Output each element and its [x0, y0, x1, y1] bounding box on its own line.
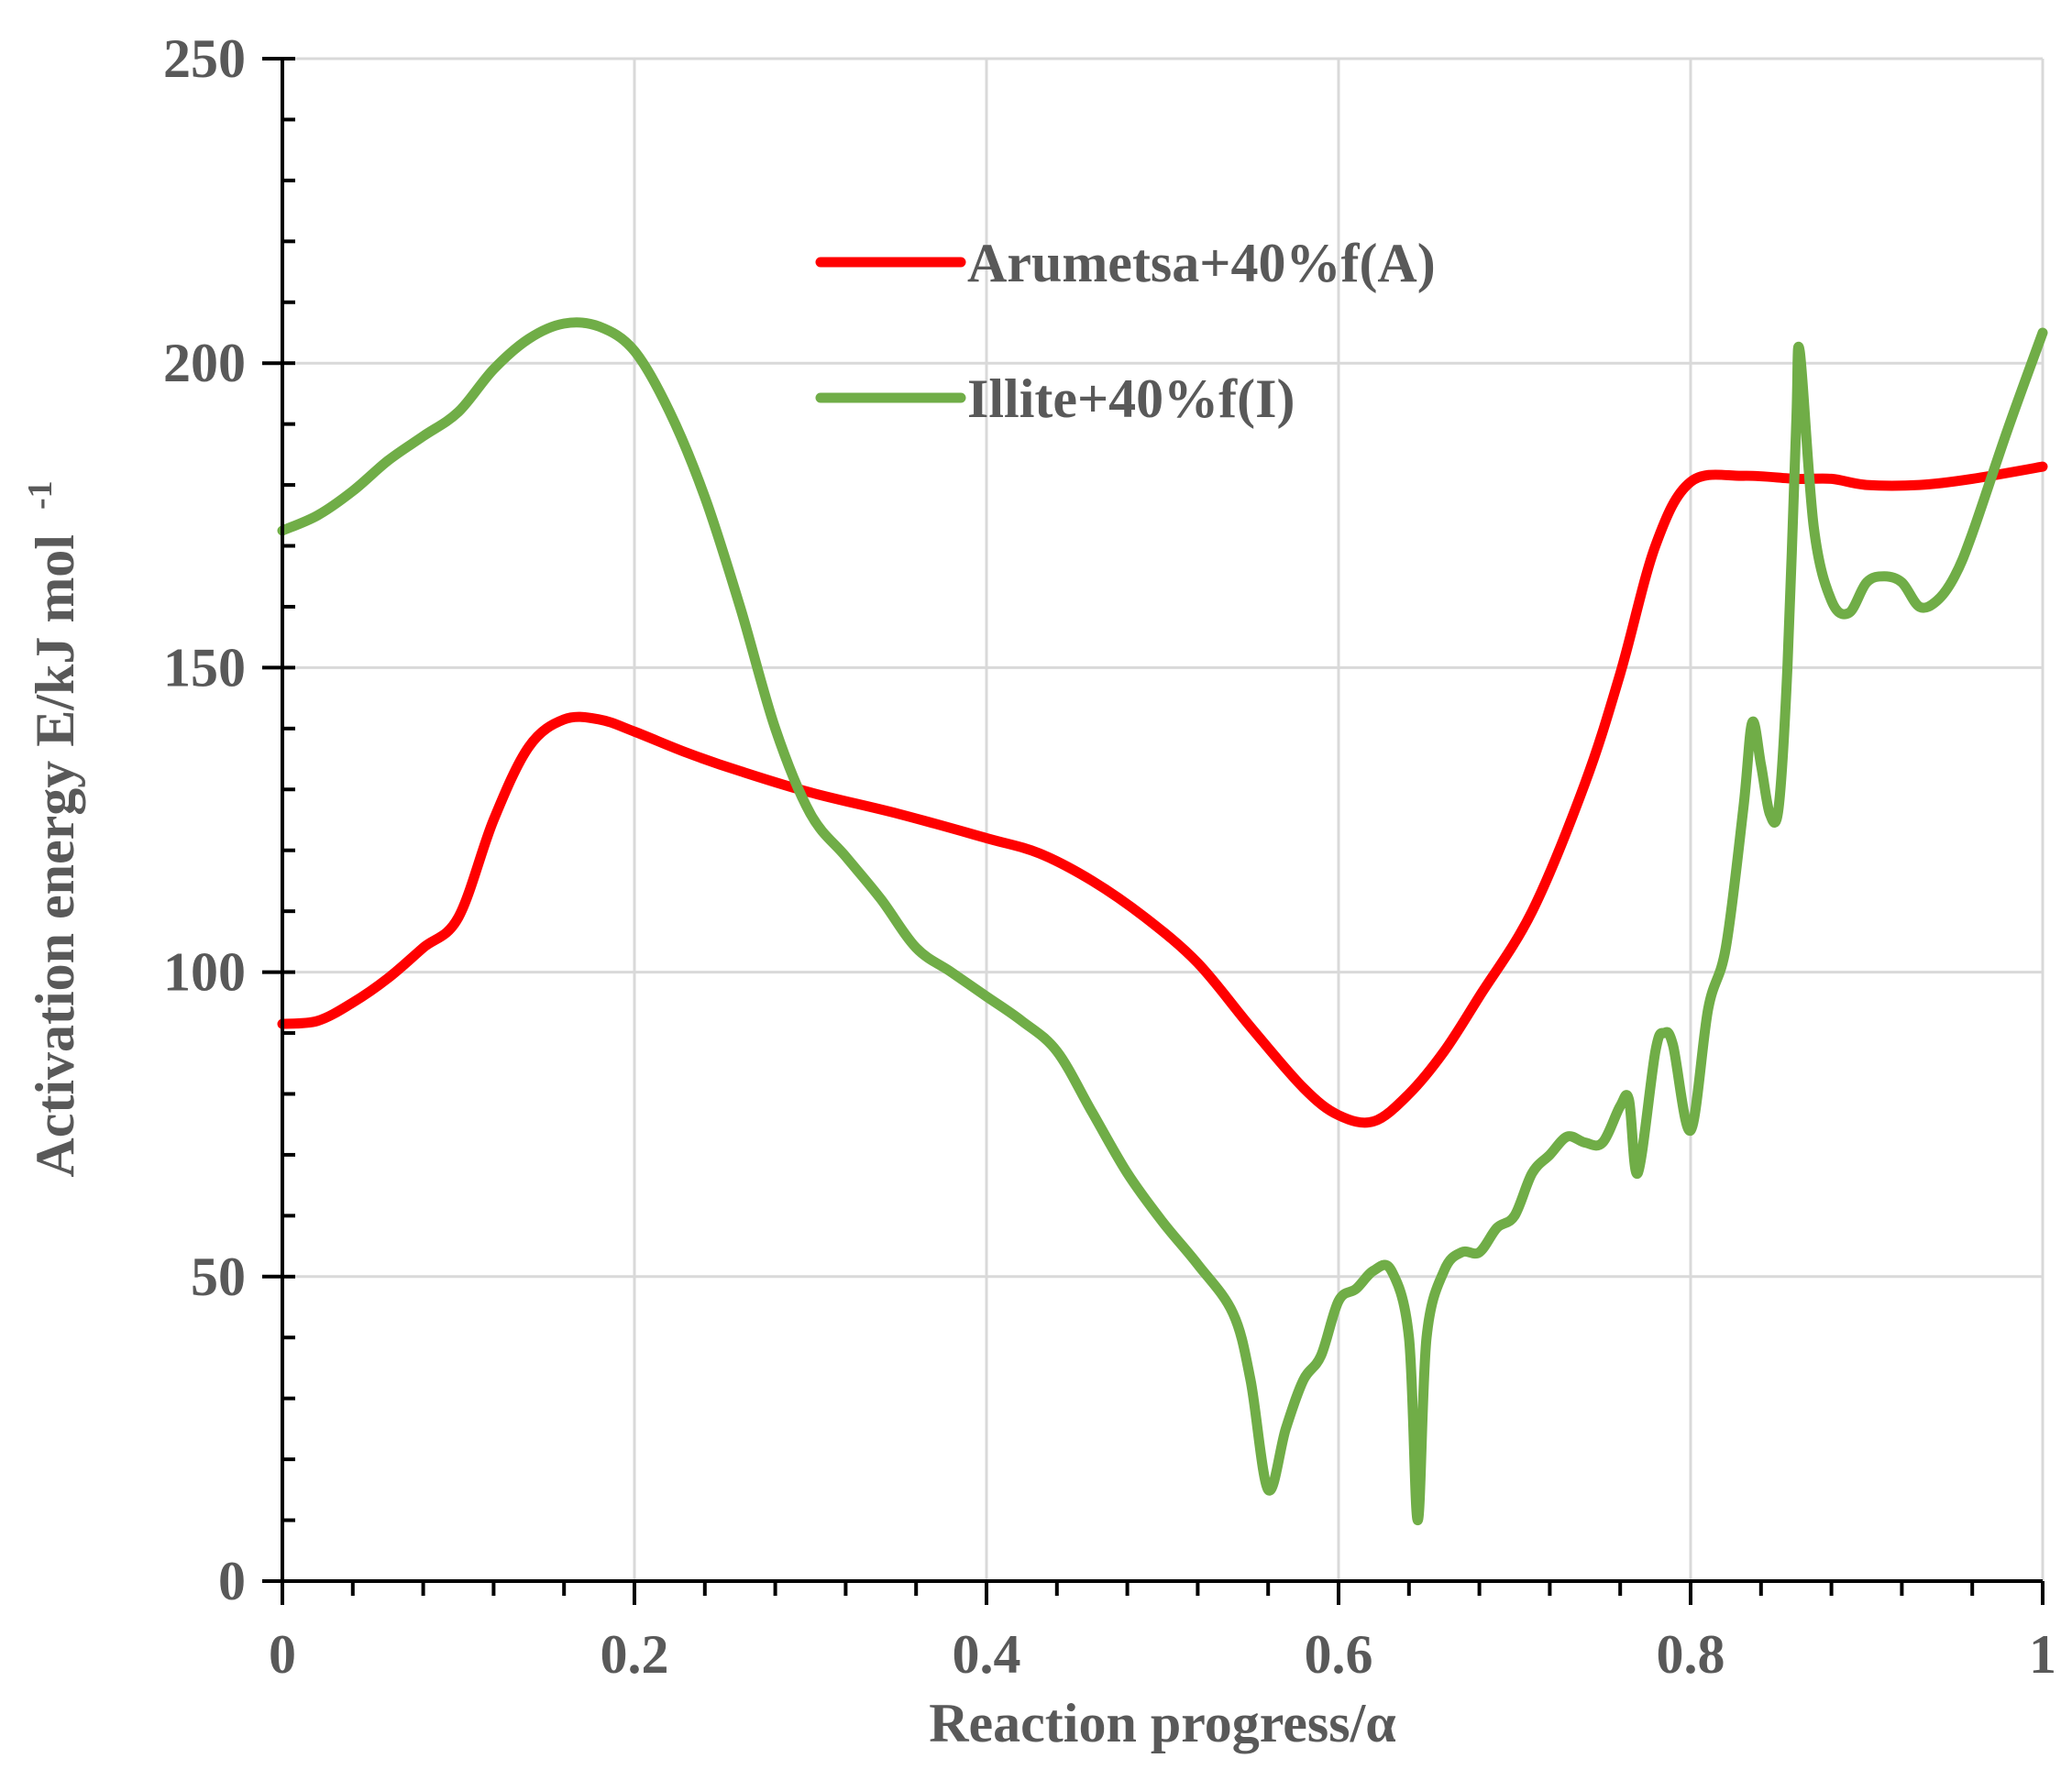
axes — [262, 57, 2044, 1605]
y-tick-label: 50 — [191, 1247, 246, 1307]
y-axis-title-text: Activation energy E/kJ mol — [25, 534, 85, 1178]
x-tick-label: 0.6 — [1305, 1624, 1373, 1685]
y-tick-label: 250 — [163, 28, 246, 89]
x-tick-label: 1 — [2029, 1624, 2056, 1685]
x-tick-label: 0.8 — [1657, 1624, 1725, 1685]
x-axis-title: Reaction progress/α — [929, 1693, 1396, 1753]
x-tick-label: 0.2 — [601, 1624, 669, 1685]
y-tick-label: 200 — [163, 333, 246, 393]
y-tick-label: 0 — [218, 1551, 246, 1611]
series-line-0 — [277, 461, 2048, 1128]
y-axis-title-group: Activation energy E/kJ mol -1 — [21, 480, 85, 1177]
y-axis-title-superscript: -1 — [21, 480, 60, 510]
legend-label-1: Illite+40%f(I) — [967, 368, 1295, 429]
y-tick-label: 100 — [163, 942, 246, 1003]
x-tick-label: 0 — [269, 1624, 296, 1685]
legend: Arumetsa+40%f(A) Illite+40%f(I) — [815, 233, 1436, 429]
grid-lines — [282, 57, 2044, 1581]
tick-labels: 0 0.2 0.4 0.6 0.8 1 0 50 100 150 200 250 — [163, 28, 2056, 1685]
series-lines — [277, 317, 2048, 1526]
series-line-1 — [277, 317, 2048, 1526]
x-tick-label: 0.4 — [953, 1624, 1021, 1685]
y-axis-title: Activation energy E/kJ mol -1 — [21, 480, 85, 1177]
y-tick-label: 150 — [163, 637, 246, 698]
legend-label-0: Arumetsa+40%f(A) — [967, 233, 1436, 293]
